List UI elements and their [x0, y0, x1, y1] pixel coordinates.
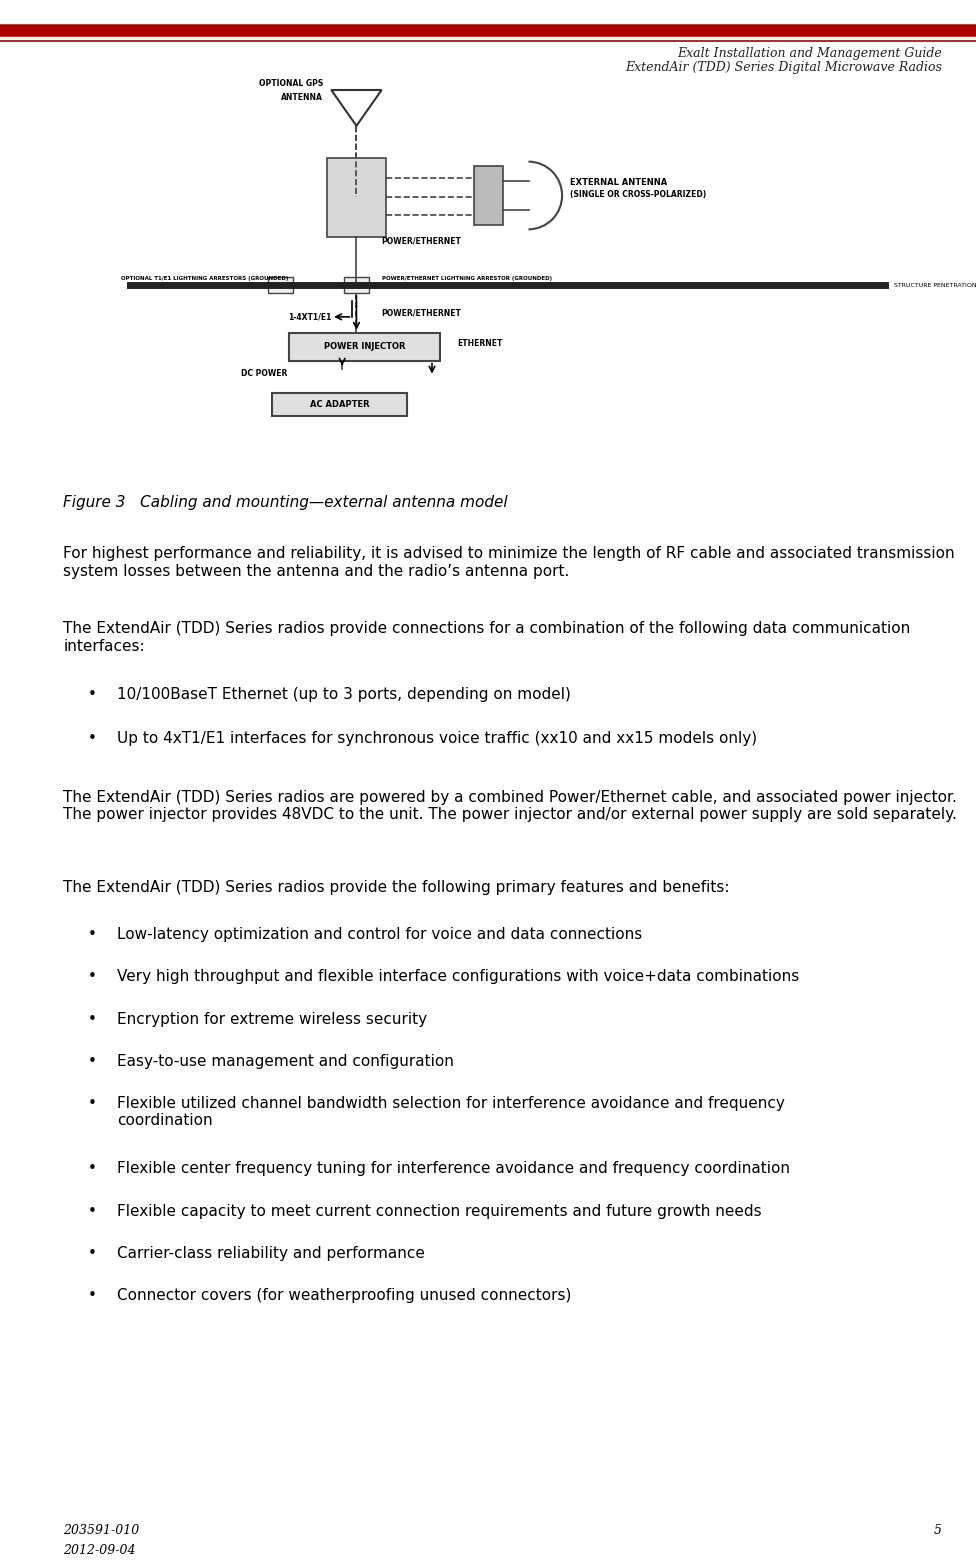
Text: POWER INJECTOR: POWER INJECTOR — [324, 342, 406, 351]
Text: DC POWER: DC POWER — [241, 368, 287, 378]
Text: POWER/ETHERNET: POWER/ETHERNET — [382, 236, 462, 245]
Text: Carrier-class reliability and performance: Carrier-class reliability and performanc… — [117, 1246, 425, 1261]
FancyBboxPatch shape — [344, 278, 369, 293]
Text: ETHERNET: ETHERNET — [457, 339, 503, 348]
Text: 5: 5 — [934, 1524, 942, 1536]
FancyBboxPatch shape — [474, 165, 504, 225]
Text: •: • — [88, 1246, 97, 1261]
Text: Flexible center frequency tuning for interference avoidance and frequency coordi: Flexible center frequency tuning for int… — [117, 1161, 791, 1177]
Text: AC ADAPTER: AC ADAPTER — [309, 400, 370, 409]
Text: Figure 3   Cabling and mounting—external antenna model: Figure 3 Cabling and mounting—external a… — [63, 495, 508, 510]
Text: •: • — [88, 1012, 97, 1027]
FancyBboxPatch shape — [289, 332, 440, 361]
Text: The ExtendAir (TDD) Series radios provide connections for a combination of the f: The ExtendAir (TDD) Series radios provid… — [63, 621, 911, 654]
FancyBboxPatch shape — [272, 392, 407, 417]
Text: •: • — [88, 731, 97, 746]
Text: STRUCTURE PENETRATION: STRUCTURE PENETRATION — [894, 283, 976, 287]
Text: 1-4XT1/E1: 1-4XT1/E1 — [288, 312, 331, 322]
Text: Encryption for extreme wireless security: Encryption for extreme wireless security — [117, 1012, 427, 1027]
Text: (SINGLE OR CROSS-POLARIZED): (SINGLE OR CROSS-POLARIZED) — [570, 190, 707, 198]
Text: •: • — [88, 969, 97, 985]
Text: ExtendAir (TDD) Series Digital Microwave Radios: ExtendAir (TDD) Series Digital Microwave… — [625, 61, 942, 73]
Text: ANTENNA: ANTENNA — [281, 94, 323, 101]
Text: The ExtendAir (TDD) Series radios are powered by a combined Power/Ethernet cable: The ExtendAir (TDD) Series radios are po… — [63, 790, 957, 823]
Text: EXTERNAL ANTENNA: EXTERNAL ANTENNA — [570, 178, 668, 187]
Text: POWER/ETHERNET: POWER/ETHERNET — [382, 309, 462, 318]
Text: Very high throughput and flexible interface configurations with voice+data combi: Very high throughput and flexible interf… — [117, 969, 799, 985]
Text: Low-latency optimization and control for voice and data connections: Low-latency optimization and control for… — [117, 927, 642, 943]
Text: Flexible capacity to meet current connection requirements and future growth need: Flexible capacity to meet current connec… — [117, 1204, 761, 1219]
Text: •: • — [88, 1161, 97, 1177]
Text: 203591-010: 203591-010 — [63, 1524, 140, 1536]
FancyBboxPatch shape — [327, 158, 386, 237]
Text: •: • — [88, 927, 97, 943]
Text: •: • — [88, 1096, 97, 1111]
Text: For highest performance and reliability, it is advised to minimize the length of: For highest performance and reliability,… — [63, 546, 956, 579]
Text: Exalt Installation and Management Guide: Exalt Installation and Management Guide — [677, 47, 942, 59]
Text: •: • — [88, 1054, 97, 1069]
Text: Connector covers (for weatherproofing unused connectors): Connector covers (for weatherproofing un… — [117, 1288, 572, 1303]
Text: Up to 4xT1/E1 interfaces for synchronous voice traffic (xx10 and xx15 models onl: Up to 4xT1/E1 interfaces for synchronous… — [117, 731, 757, 746]
Text: OPTIONAL GPS: OPTIONAL GPS — [259, 80, 323, 87]
FancyBboxPatch shape — [268, 278, 294, 293]
Text: •: • — [88, 1288, 97, 1303]
Text: •: • — [88, 687, 97, 702]
Text: Flexible utilized channel bandwidth selection for interference avoidance and fre: Flexible utilized channel bandwidth sele… — [117, 1096, 785, 1129]
Text: 10/100BaseT Ethernet (up to 3 ports, depending on model): 10/100BaseT Ethernet (up to 3 ports, dep… — [117, 687, 571, 702]
Text: •: • — [88, 1204, 97, 1219]
Text: Easy-to-use management and configuration: Easy-to-use management and configuration — [117, 1054, 454, 1069]
Text: OPTIONAL T1/E1 LIGHTNING ARRESTORS (GROUNDED): OPTIONAL T1/E1 LIGHTNING ARRESTORS (GROU… — [121, 276, 289, 281]
Text: The ExtendAir (TDD) Series radios provide the following primary features and ben: The ExtendAir (TDD) Series radios provid… — [63, 880, 730, 896]
Text: POWER/ETHERNET LIGHTNING ARRESTOR (GROUNDED): POWER/ETHERNET LIGHTNING ARRESTOR (GROUN… — [382, 276, 551, 281]
Text: 2012-09-04: 2012-09-04 — [63, 1544, 136, 1556]
